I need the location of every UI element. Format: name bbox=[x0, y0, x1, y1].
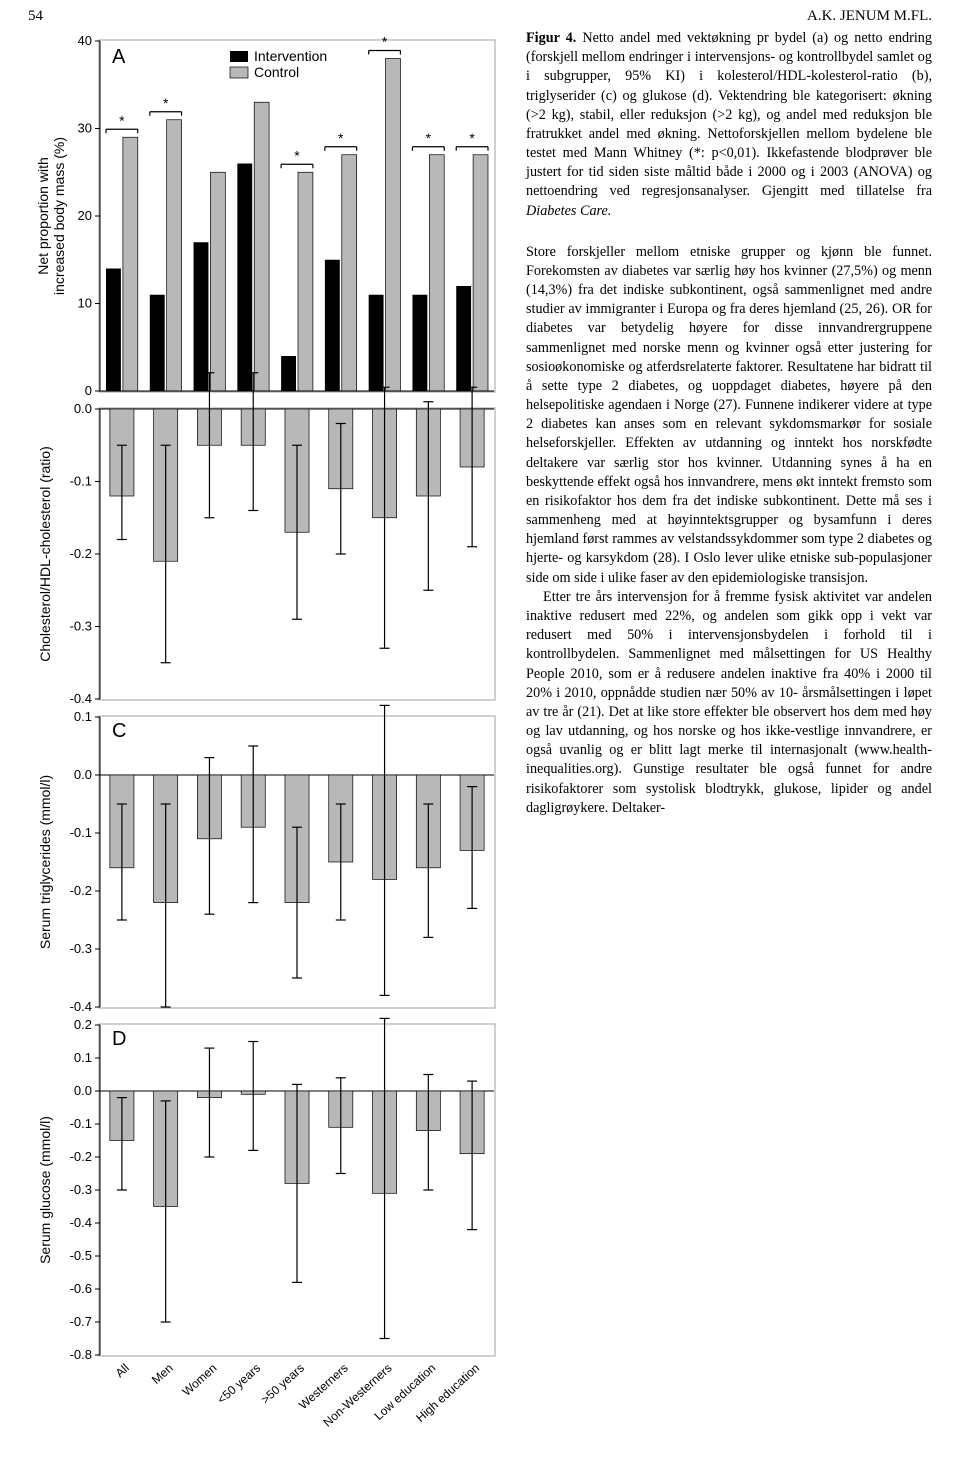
svg-text:0.0: 0.0 bbox=[74, 767, 92, 782]
svg-text:*: * bbox=[382, 34, 388, 50]
figure-4: 0 10 20 30 40 Net proportion withincreased bo… bbox=[28, 29, 508, 1439]
svg-text:Net proportion with: Net proportion with bbox=[35, 157, 51, 275]
svg-text:-0.1: -0.1 bbox=[70, 825, 92, 840]
svg-text:-0.6: -0.6 bbox=[70, 1281, 92, 1296]
svg-text:Serum triglycerides (mmol/l): Serum triglycerides (mmol/l) bbox=[37, 775, 53, 949]
svg-text:*: * bbox=[469, 130, 475, 146]
svg-text:Intervention: Intervention bbox=[254, 48, 327, 64]
caption-lead: Figur 4. bbox=[526, 30, 576, 46]
page-number: 54 bbox=[28, 8, 43, 25]
svg-text:*: * bbox=[119, 112, 125, 128]
svg-text:10: 10 bbox=[78, 296, 92, 311]
svg-text:<50 years: <50 years bbox=[214, 1361, 263, 1407]
svg-text:0.0: 0.0 bbox=[74, 401, 92, 416]
figure-caption: Figur 4. Netto andel med vektøkning pr b… bbox=[526, 29, 932, 221]
svg-text:0.2: 0.2 bbox=[74, 1017, 92, 1032]
chart-svg: 0 10 20 30 40 Net proportion withincreased bo… bbox=[28, 29, 508, 1439]
svg-text:0.1: 0.1 bbox=[74, 709, 92, 724]
svg-text:-0.3: -0.3 bbox=[70, 1182, 92, 1197]
svg-text:0: 0 bbox=[85, 383, 92, 398]
svg-text:D: D bbox=[112, 1028, 126, 1050]
svg-text:-0.1: -0.1 bbox=[70, 1116, 92, 1131]
body-paragraph-2: Etter tre års intervensjon for å fremme … bbox=[526, 588, 932, 818]
svg-text:0.0: 0.0 bbox=[74, 1083, 92, 1098]
svg-text:-0.3: -0.3 bbox=[70, 941, 92, 956]
svg-text:Men: Men bbox=[149, 1361, 176, 1387]
svg-text:All: All bbox=[113, 1361, 132, 1380]
svg-text:-0.4: -0.4 bbox=[70, 691, 92, 706]
body-paragraph-1: Store forskjeller mellom etniske grupper… bbox=[526, 243, 932, 588]
svg-text:*: * bbox=[426, 130, 432, 146]
svg-text:Serum glucose (mmol/l): Serum glucose (mmol/l) bbox=[37, 1116, 53, 1264]
svg-text:-0.2: -0.2 bbox=[70, 546, 92, 561]
svg-text:Women: Women bbox=[180, 1361, 220, 1399]
svg-text:C: C bbox=[112, 720, 126, 742]
svg-text:20: 20 bbox=[78, 208, 92, 223]
svg-text:*: * bbox=[294, 147, 300, 163]
running-head: A.K. JENUM M.FL. bbox=[807, 8, 932, 25]
svg-text:-0.5: -0.5 bbox=[70, 1248, 92, 1263]
caption-italic: Diabetes Care. bbox=[526, 203, 611, 219]
caption-body: Netto andel med vektøkning pr bydel (a) … bbox=[526, 30, 932, 199]
svg-text:Cholesterol/HDL-cholesterol (r: Cholesterol/HDL-cholesterol (ratio) bbox=[37, 446, 53, 662]
svg-text:increased body mass (%): increased body mass (%) bbox=[51, 137, 67, 295]
svg-text:0.1: 0.1 bbox=[74, 1050, 92, 1065]
svg-text:30: 30 bbox=[78, 121, 92, 136]
svg-text:-0.3: -0.3 bbox=[70, 619, 92, 634]
svg-text:40: 40 bbox=[78, 33, 92, 48]
svg-text:-0.4: -0.4 bbox=[70, 999, 92, 1014]
svg-text:-0.2: -0.2 bbox=[70, 1149, 92, 1164]
svg-text:-0.4: -0.4 bbox=[70, 1215, 92, 1230]
svg-text:-0.1: -0.1 bbox=[70, 474, 92, 489]
svg-text:-0.8: -0.8 bbox=[70, 1347, 92, 1362]
svg-text:Control: Control bbox=[254, 64, 299, 80]
svg-text:*: * bbox=[338, 130, 344, 146]
svg-text:*: * bbox=[163, 95, 169, 111]
svg-text:-0.2: -0.2 bbox=[70, 883, 92, 898]
svg-text:A: A bbox=[112, 46, 126, 68]
svg-text:-0.7: -0.7 bbox=[70, 1314, 92, 1329]
